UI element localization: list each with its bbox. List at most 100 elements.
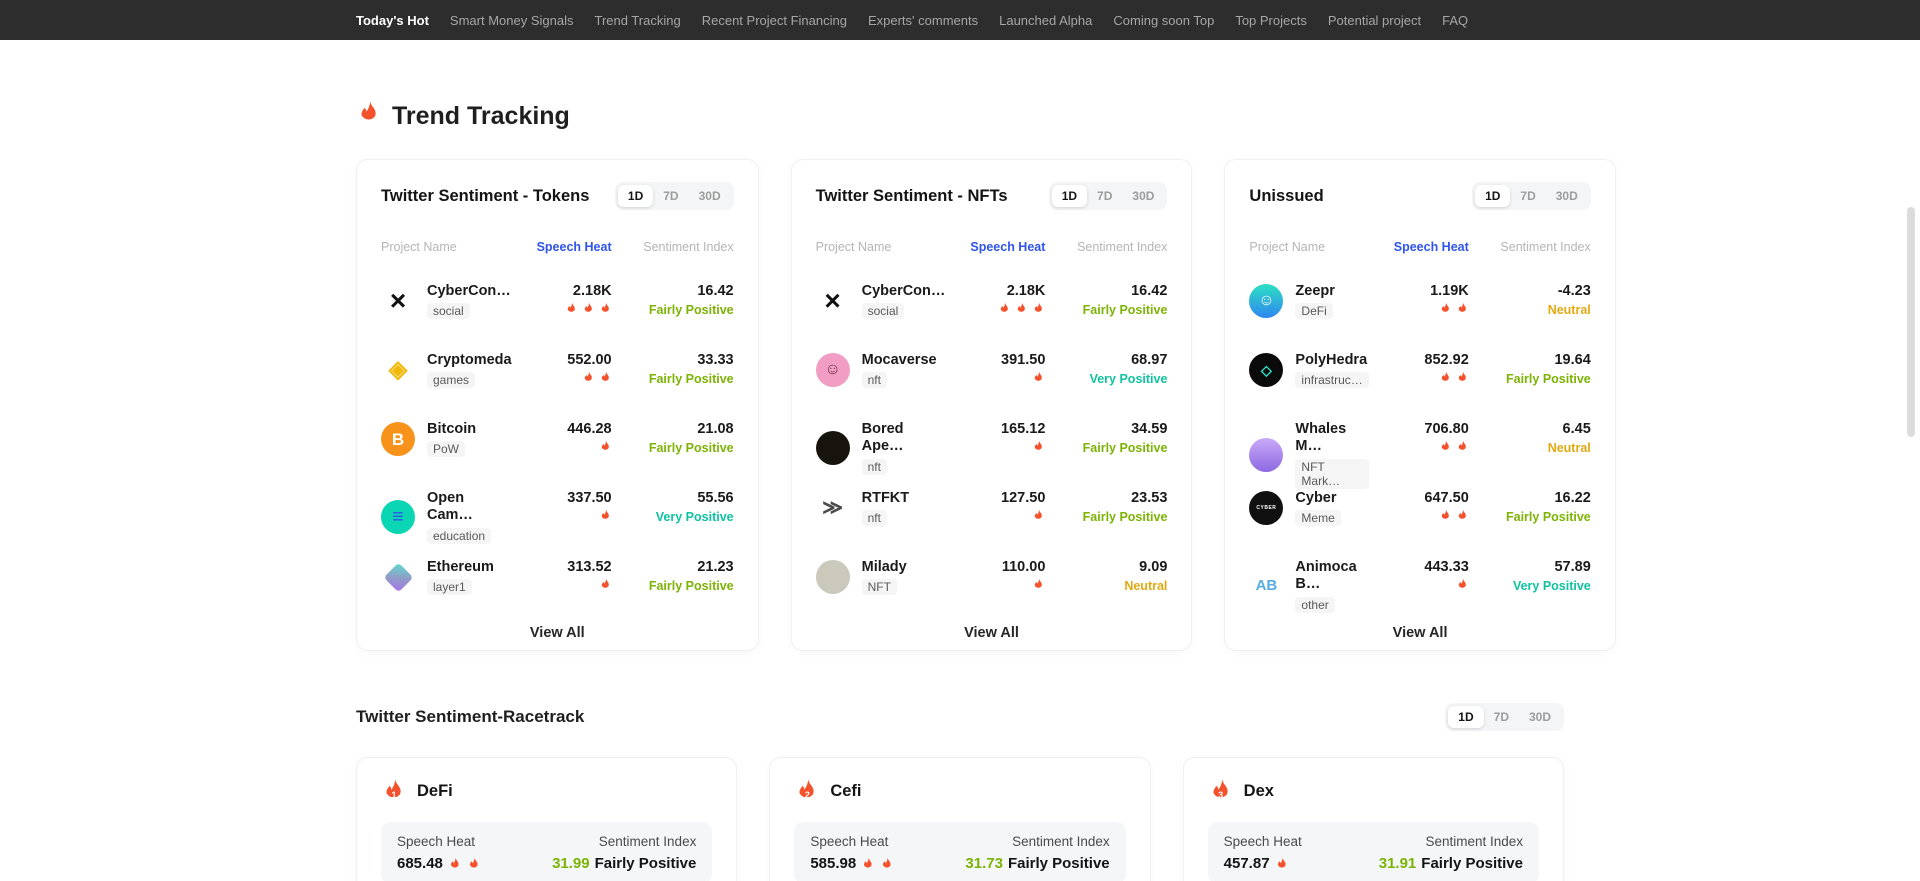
table-row[interactable]: Whales M… NFT Mark… 706.80 6.45 Neutral: [1249, 421, 1591, 489]
tab-7d[interactable]: 7D: [1493, 710, 1509, 724]
fire-icons: [512, 440, 612, 453]
card-tokens: Twitter Sentiment - Tokens 1D 7D 30D Project…: [356, 159, 759, 651]
tab-7d[interactable]: 7D: [1520, 189, 1536, 203]
table-header: Project Name Speech Heat Sentiment Index: [1249, 240, 1590, 254]
sentiment-index-label: Sentiment Index: [1425, 834, 1523, 849]
heat-value: 1.19K: [1430, 283, 1469, 299]
stats-box: Speech Heat 585.98 Sentiment Index 31.73 Fai…: [794, 822, 1126, 881]
view-all-link[interactable]: View All: [529, 625, 585, 641]
project-name: RTFKT: [861, 490, 910, 506]
nav-item-potential-project[interactable]: Potential project: [1327, 12, 1422, 28]
column-sentiment-index[interactable]: Sentiment Index: [1077, 240, 1168, 254]
rank-number: 2: [804, 790, 810, 800]
card-header: Twitter Sentiment - Tokens 1D 7D 30D: [381, 182, 734, 210]
sentiment-value: 68.97: [1131, 352, 1168, 368]
project-meta: Open Cam… education: [427, 490, 512, 544]
project-cell: ≡ Open Cam… education: [381, 490, 512, 544]
tab-1d[interactable]: 1D: [1448, 706, 1484, 728]
sentiment-label: Fairly Positive: [1082, 303, 1168, 317]
project-cell: Whales M… NFT Mark…: [1249, 421, 1369, 489]
table-row[interactable]: ≡ Open Cam… education 337.50 55.56 Very Posit…: [381, 490, 734, 544]
column-sentiment-index[interactable]: Sentiment Index: [643, 240, 734, 254]
fire-icon: [1456, 302, 1469, 315]
fire-icons: [512, 578, 612, 591]
heat-value: 110.00: [1001, 559, 1046, 575]
nav-item-recent-project-financing[interactable]: Recent Project Financing: [701, 12, 847, 28]
sentiment-cards: Twitter Sentiment - Tokens 1D 7D 30D Project…: [356, 159, 1616, 651]
project-cell: ◇ PolyHedra infrastruc…: [1249, 352, 1369, 389]
animoca-brands-icon: AB: [1255, 577, 1278, 595]
fire-icon: [1032, 578, 1045, 591]
sentiment-value: 16.22: [1554, 490, 1591, 506]
nav-item-coming-soon-top[interactable]: Coming soon Top: [1113, 12, 1215, 28]
project-cell: Bored Ape… nft: [815, 421, 946, 475]
tab-30d[interactable]: 30D: [698, 189, 721, 203]
project-name: Bitcoin: [427, 421, 477, 437]
fire-icons: [1369, 302, 1469, 315]
tab-1d[interactable]: 1D: [1051, 185, 1088, 207]
sentiment-value: 23.53: [1131, 490, 1168, 506]
tab-7d[interactable]: 7D: [1097, 189, 1113, 203]
project-meta: Ethereum layer1: [427, 559, 494, 596]
table-row[interactable]: CYBER Cyber Meme 647.50 16.22 Fairly Positive: [1249, 490, 1591, 530]
tab-1d[interactable]: 1D: [1475, 185, 1511, 207]
fire-icon: [1032, 371, 1045, 384]
project-meta: Cyber Meme: [1295, 490, 1341, 527]
project-meta: CyberCon… social: [427, 283, 511, 320]
column-speech-heat[interactable]: Speech Heat: [1393, 240, 1469, 254]
polyhedra-icon: ◇: [1249, 353, 1284, 388]
tab-30d[interactable]: 30D: [1555, 189, 1578, 203]
sentiment-value: 6.45: [1562, 421, 1591, 437]
view-all-link[interactable]: View All: [1392, 625, 1448, 641]
nav-item-today-s-hot[interactable]: Today's Hot: [356, 12, 429, 28]
tab-30d[interactable]: 30D: [1132, 189, 1155, 203]
view-all-link[interactable]: View All: [964, 625, 1019, 641]
table-row[interactable]: ≫ RTFKT nft 127.50 23.53 Fairly Positive: [816, 490, 1168, 530]
sentiment-cell: 23.53 Fairly Positive: [1045, 490, 1168, 524]
zeepr-icon: ☺: [1249, 284, 1284, 319]
table-row[interactable]: Ethereum layer1 313.52 21.23 Fairly Positive: [381, 559, 734, 599]
project-tag: nft: [861, 372, 887, 389]
table-row[interactable]: ◇ PolyHedra infrastruc… 852.92 19.64 Fairly P…: [1249, 352, 1591, 392]
heat-cell: 165.12: [945, 421, 1045, 453]
tab-1d[interactable]: 1D: [617, 185, 654, 207]
table-row[interactable]: B Bitcoin PoW 446.28 21.08 Fairly Positive: [381, 421, 734, 461]
column-speech-heat[interactable]: Speech Heat: [536, 240, 612, 254]
nav-item-trend-tracking[interactable]: Trend Tracking: [594, 12, 681, 28]
table-row[interactable]: ☺ Mocaverse nft 391.50 68.97 Very Positive: [815, 352, 1168, 392]
nav-item-smart-money-signals[interactable]: Smart Money Signals: [449, 12, 574, 28]
cyberconnect-icon: ×: [824, 285, 841, 317]
sentiment-value: -4.23: [1557, 283, 1591, 299]
column-sentiment-index[interactable]: Sentiment Index: [1500, 240, 1591, 254]
nav-item-experts-comments[interactable]: Experts' comments: [867, 12, 979, 28]
table-row[interactable]: × CyberCon… social 2.18K 16.42 Fairly Positiv…: [816, 283, 1168, 323]
nav-item-top-projects[interactable]: Top Projects: [1235, 12, 1307, 28]
tab-30d[interactable]: 30D: [1528, 710, 1551, 724]
page-scrollbar-thumb[interactable]: [1907, 207, 1915, 437]
sentiment-label: Neutral: [1124, 579, 1168, 593]
column-speech-heat[interactable]: Speech Heat: [970, 240, 1046, 254]
project-cell: Ethereum layer1: [381, 559, 512, 596]
heat-cell: 647.50: [1369, 490, 1469, 522]
racetrack-card-header: 1 DeFi: [381, 778, 712, 804]
table-row[interactable]: × CyberCon… social 2.18K 16.42 Fairly Positiv…: [381, 283, 734, 323]
nav-item-launched-alpha[interactable]: Launched Alpha: [999, 12, 1093, 28]
sentiment-index-value: 31.91 Fairly Positive: [1379, 855, 1523, 872]
heat-value: 446.28: [567, 421, 612, 437]
sentiment-cell: 55.56 Very Positive: [612, 490, 734, 524]
fire-icon: [599, 440, 612, 453]
table-row[interactable]: Milady NFT 110.00 9.09 Neutral: [815, 559, 1168, 599]
table-row[interactable]: AB Animoca B… other 443.33 57.89 Very Positiv…: [1249, 559, 1591, 613]
tab-7d[interactable]: 7D: [663, 189, 679, 203]
card-title: Twitter Sentiment - Tokens: [381, 186, 590, 205]
sentiment-value: 34.59: [1131, 421, 1168, 437]
sentiment-cell: 19.64 Fairly Positive: [1469, 352, 1591, 386]
nav-item-faq[interactable]: FAQ: [1442, 12, 1469, 28]
sentiment-cell: 57.89 Very Positive: [1469, 559, 1591, 593]
table-row[interactable]: Bored Ape… nft 165.12 34.59 Fairly Positive: [815, 421, 1168, 475]
sentiment-index-block: Sentiment Index 31.99 Fairly Positive: [552, 834, 696, 872]
table-row[interactable]: ◈ Cryptomeda games 552.00 33.33 Fairly Positi…: [381, 352, 734, 392]
sentiment-cell: 33.33 Fairly Positive: [612, 352, 734, 386]
table-row[interactable]: ☺ Zeepr DeFi 1.19K -4.23 Neutral: [1249, 283, 1591, 323]
project-meta: RTFKT nft: [861, 490, 910, 527]
